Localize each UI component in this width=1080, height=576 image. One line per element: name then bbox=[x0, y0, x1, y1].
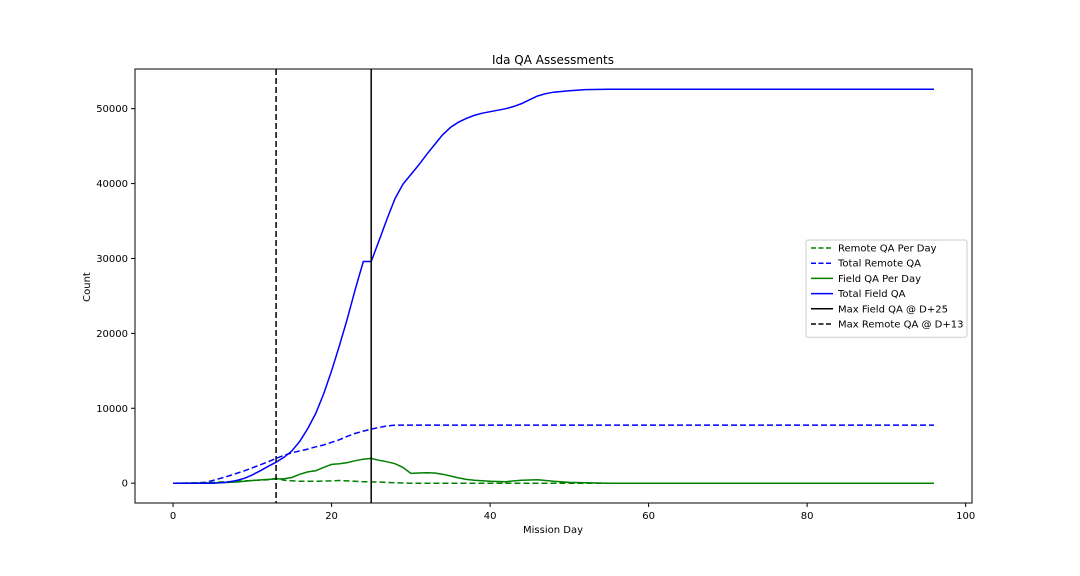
legend-entry-label: Max Field QA @ D+25 bbox=[838, 304, 948, 315]
legend-entry-label: Remote QA Per Day bbox=[838, 244, 937, 255]
plot-lines bbox=[172, 69, 934, 503]
y-axis-label: Count bbox=[82, 272, 93, 302]
x-tick-label: 0 bbox=[170, 511, 176, 522]
y-tick-label: 30000 bbox=[96, 254, 128, 265]
y-tick-label: 10000 bbox=[96, 404, 128, 415]
series-line-3 bbox=[173, 88, 934, 484]
legend-entry-label: Field QA Per Day bbox=[838, 274, 921, 285]
series-line-2 bbox=[172, 457, 934, 484]
y-tick-label: 40000 bbox=[96, 179, 128, 190]
y-axis: 0 10000 20000 30000 40000 50000 bbox=[96, 104, 135, 490]
legend-entry-label: Max Remote QA @ D+13 bbox=[838, 320, 964, 331]
legend-frame bbox=[805, 239, 968, 338]
x-axis-label: Mission Day bbox=[523, 525, 583, 536]
y-tick-label: 0 bbox=[122, 479, 128, 490]
x-tick-label: 60 bbox=[642, 511, 655, 522]
axes-frame bbox=[134, 68, 973, 504]
legend-entry-label: Total Remote QA bbox=[837, 259, 921, 270]
x-tick-label: 20 bbox=[325, 511, 338, 522]
y-tick-label: 20000 bbox=[96, 329, 128, 340]
x-axis: 0 20 40 60 80 100 bbox=[170, 503, 975, 522]
legend-entry-label: Total Field QA bbox=[837, 289, 906, 300]
x-tick-label: 100 bbox=[956, 511, 975, 522]
legend: Remote QA Per Day Total Remote QA Field QA… bbox=[805, 239, 968, 338]
x-tick-label: 80 bbox=[801, 511, 814, 522]
x-tick-label: 40 bbox=[484, 511, 497, 522]
y-tick-label: 50000 bbox=[96, 104, 128, 115]
series-line-1 bbox=[173, 424, 934, 484]
chart-title: Ida QA Assessments bbox=[492, 53, 614, 67]
